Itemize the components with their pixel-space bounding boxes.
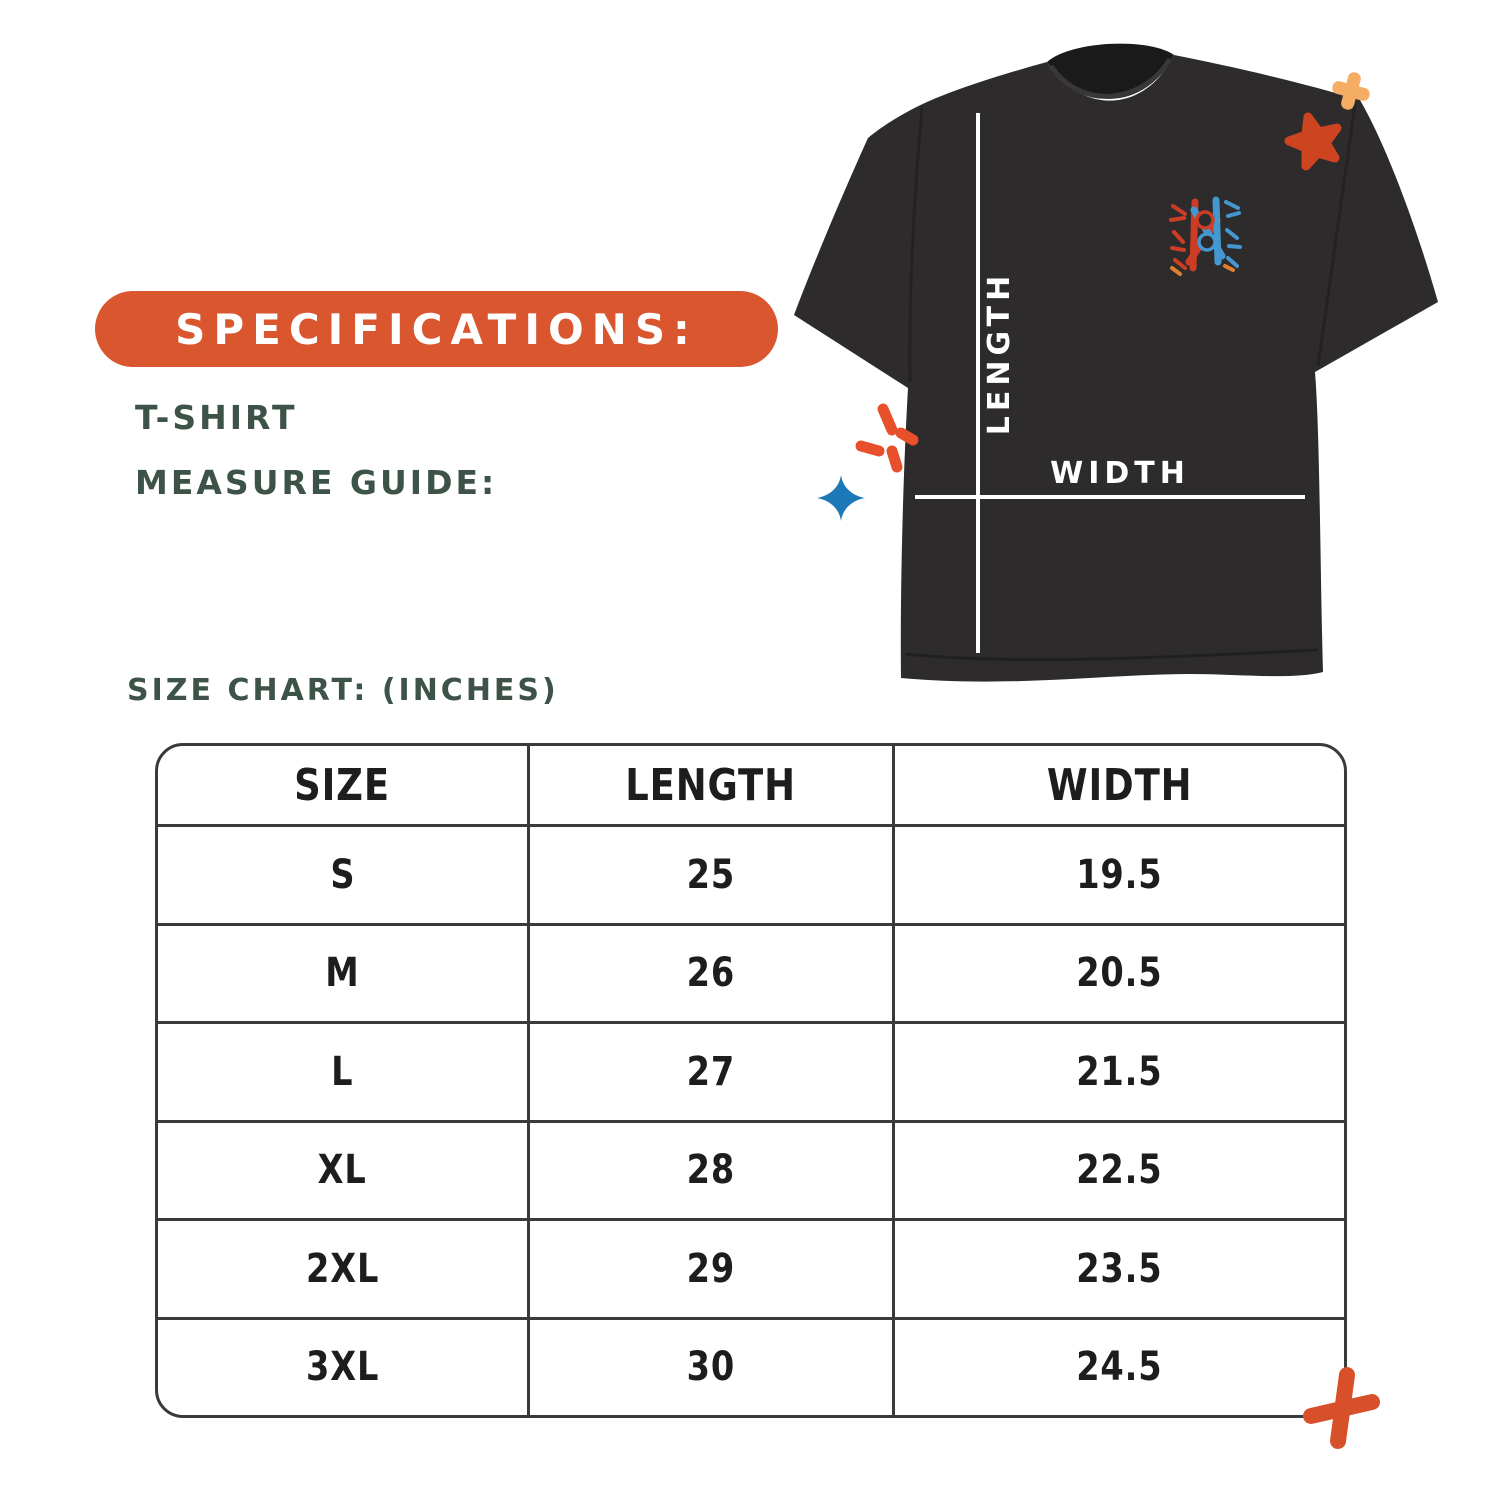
tshirt-measure-diagram: LENGTH WIDTH <box>770 10 1470 710</box>
product-label: T-SHIRT <box>135 398 298 437</box>
chest-print-graphic <box>1169 196 1242 276</box>
cell-length: 25 <box>526 827 892 923</box>
cell-length: 29 <box>526 1221 892 1317</box>
cell-width: 24.5 <box>892 1319 1344 1415</box>
table-row: 3XL 30 24.5 <box>158 1316 1344 1415</box>
cell-length: 26 <box>526 925 892 1021</box>
width-line-label: WIDTH <box>1050 456 1190 491</box>
cell-size: S <box>329 851 355 898</box>
cell-size: M <box>325 950 360 997</box>
table-header-row: SIZE LENGTH WIDTH <box>158 746 1344 824</box>
specifications-title: SPECIFICATIONS: <box>175 304 698 354</box>
size-chart-table: SIZE LENGTH WIDTH S 25 19.5 M 26 20.5 L … <box>155 743 1347 1418</box>
cell-length: 30 <box>526 1319 892 1415</box>
cell-size: 3XL <box>305 1344 380 1391</box>
cell-size: L <box>331 1048 354 1095</box>
table-row: L 27 21.5 <box>158 1021 1344 1120</box>
table-row: XL 28 22.5 <box>158 1119 1344 1218</box>
length-line-label: LENGTH <box>982 271 1017 435</box>
star-doodle <box>1284 112 1342 171</box>
tshirt-graphic <box>794 43 1438 682</box>
header-cell-width: WIDTH <box>892 746 1344 824</box>
cell-width: 21.5 <box>892 1024 1344 1120</box>
cell-width: 20.5 <box>892 925 1344 1021</box>
cell-length: 28 <box>526 1122 892 1218</box>
measure-guide-label: MEASURE GUIDE: <box>135 463 498 502</box>
table-row: M 26 20.5 <box>158 922 1344 1021</box>
diamond-sparkle-doodle <box>817 475 865 521</box>
table-row: 2XL 29 23.5 <box>158 1218 1344 1317</box>
size-chart-label: SIZE CHART: (INCHES) <box>127 673 559 708</box>
cell-width: 23.5 <box>892 1221 1344 1317</box>
cell-width: 22.5 <box>892 1122 1344 1218</box>
plus-doodle <box>1332 72 1370 110</box>
sparkle-doodle <box>855 403 919 473</box>
table-row: S 25 19.5 <box>158 824 1344 923</box>
cell-size: 2XL <box>305 1245 380 1292</box>
cell-size: XL <box>317 1147 367 1194</box>
cell-width: 19.5 <box>892 827 1344 923</box>
header-cell-length: LENGTH <box>526 746 892 824</box>
header-cell-size: SIZE <box>294 759 391 811</box>
specifications-pill: SPECIFICATIONS: <box>95 291 778 367</box>
cross-doodle <box>1295 1363 1395 1463</box>
cell-length: 27 <box>526 1024 892 1120</box>
